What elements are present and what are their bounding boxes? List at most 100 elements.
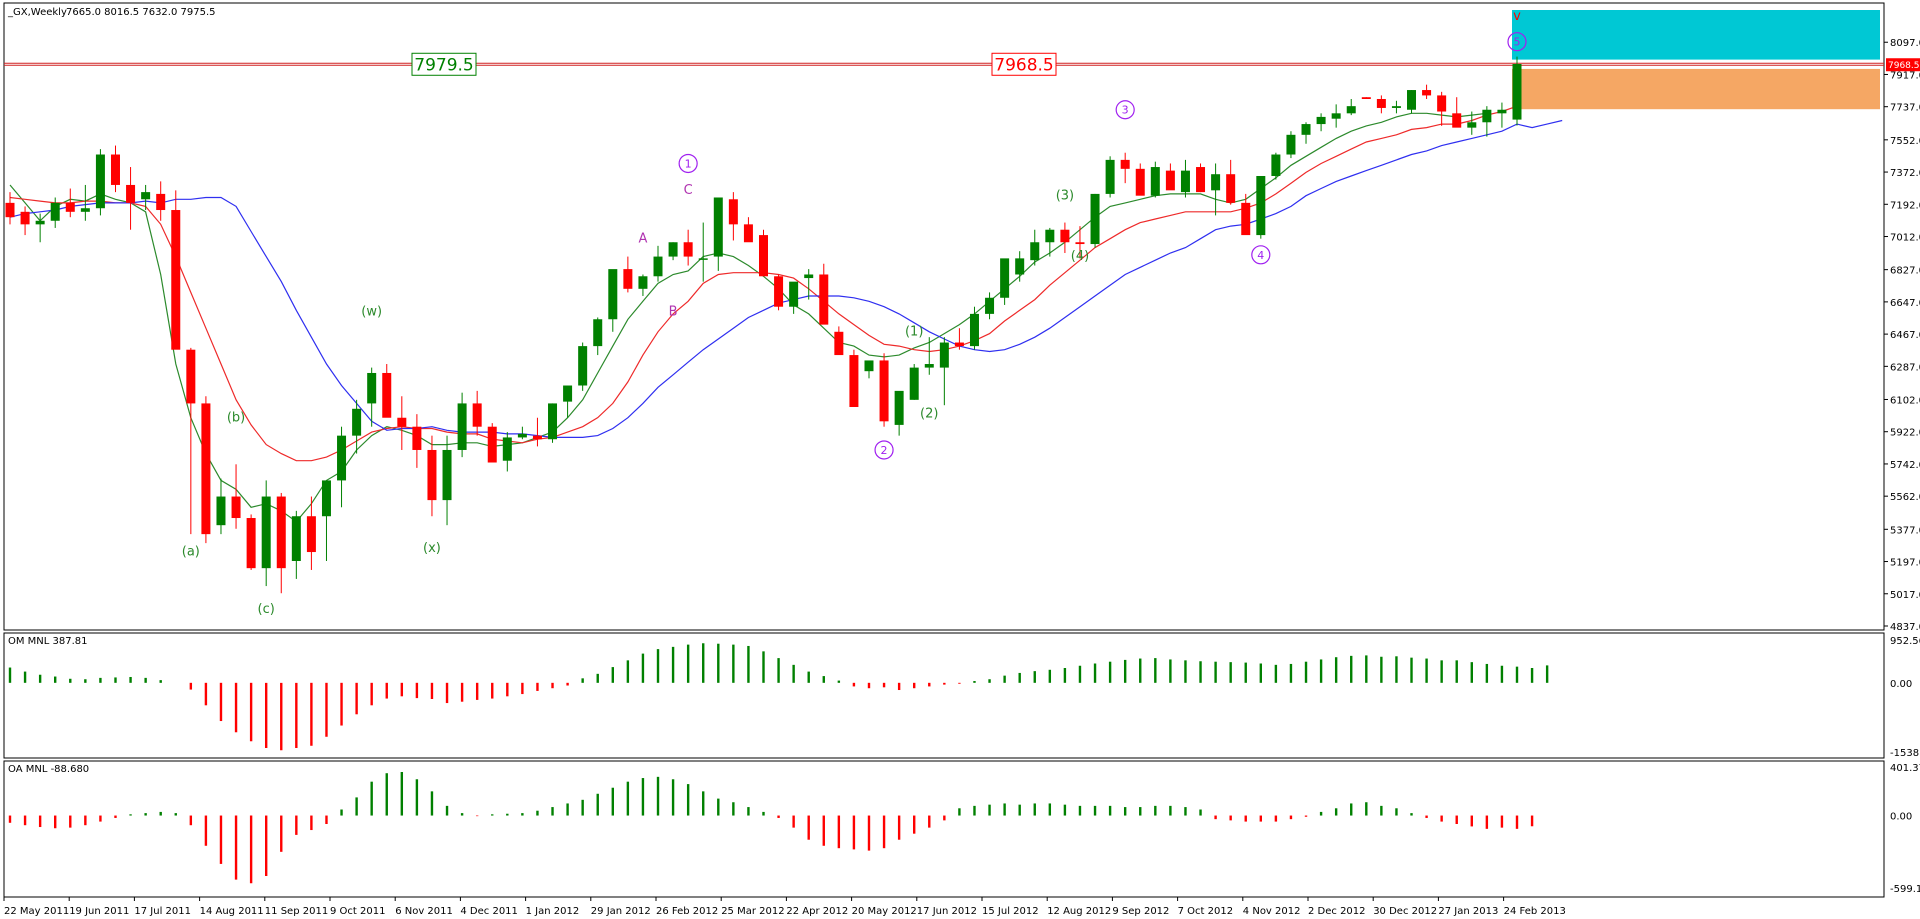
candle: [1482, 106, 1492, 137]
candle-body: [35, 220, 45, 225]
indicator-tick-label: 0.00: [1890, 679, 1912, 690]
candle: [65, 188, 75, 218]
candle: [50, 197, 60, 228]
candle-body: [50, 202, 60, 221]
current-price-tag-text: 7968.5: [1888, 61, 1920, 71]
wave-label: v: [1513, 9, 1521, 24]
time-tick-label: 12 Aug 2012: [1047, 906, 1111, 917]
wave-label: A: [638, 231, 647, 246]
wave-circle-number: 2: [881, 444, 888, 457]
wave-circle: [1507, 32, 1527, 52]
candle: [1331, 104, 1341, 128]
candle: [171, 190, 181, 350]
price-tick-label: 7372.0: [1890, 168, 1920, 179]
candle: [1120, 152, 1130, 184]
candle-body: [1060, 229, 1070, 243]
price-tick-label: 5742.0: [1890, 460, 1920, 471]
wave-circle: [1115, 100, 1135, 120]
candle-body: [1286, 134, 1296, 155]
candle: [472, 390, 482, 436]
candle: [261, 480, 271, 587]
cyan-zone: [1512, 10, 1880, 60]
candle-body: [532, 435, 542, 440]
candle-body: [713, 197, 723, 257]
candle-body: [638, 276, 648, 289]
wave-label: (2): [920, 407, 938, 422]
candle-body: [954, 342, 964, 347]
price-tick-label: 7192.0: [1890, 200, 1920, 211]
candle: [1150, 161, 1160, 198]
candle: [306, 496, 316, 570]
candle: [532, 417, 542, 447]
wave-circle-number: 3: [1122, 104, 1129, 117]
wave-label: (1): [905, 324, 923, 339]
candle: [985, 292, 995, 320]
time-tick-label: 30 Dec 2012: [1373, 906, 1437, 917]
candle: [427, 435, 437, 517]
candle: [849, 349, 859, 407]
price-tick-label: 5197.0: [1890, 558, 1920, 569]
wave-circle-number: 4: [1257, 249, 1264, 262]
zones-layer: [1512, 10, 1880, 110]
candle: [156, 181, 166, 221]
candle-body: [849, 355, 859, 407]
price-axis: 8097.0 7917.0 7737.0 7552.0 7372.0 7192.0 7012…: [1884, 38, 1920, 633]
time-axis: 22 May 2011 19 Jun 2011 17 Jul 2011 14 Aug …: [3, 897, 1566, 917]
candle: [1512, 56, 1522, 126]
candle: [1030, 229, 1040, 266]
time-tick-label: 9 Sep 2012: [1112, 906, 1169, 917]
candle: [1407, 90, 1417, 114]
candle: [924, 337, 934, 375]
time-tick-label: 22 May 2011: [4, 906, 69, 917]
candle-body: [1256, 175, 1266, 236]
candle-body: [457, 403, 467, 450]
indicator-tick-label: -1538.65: [1890, 748, 1920, 759]
candle: [1045, 227, 1055, 257]
indicator-tick-label: 952.56: [1890, 636, 1920, 647]
candle-body: [1015, 258, 1025, 275]
candles-layer: [5, 56, 1522, 594]
candle-body: [728, 199, 738, 225]
candle-body: [1422, 90, 1432, 96]
candle-body: [743, 224, 753, 243]
candle-body: [774, 276, 784, 307]
candle: [487, 423, 497, 463]
candle-body: [171, 210, 181, 350]
candle-body: [1301, 124, 1311, 135]
candle: [1437, 91, 1447, 126]
candle: [201, 396, 211, 544]
candle: [35, 213, 45, 243]
candle-body: [819, 274, 829, 325]
current-price-tag: 7968.5: [1886, 58, 1920, 72]
time-tick-label: 22 Apr 2012: [786, 906, 848, 917]
candle: [894, 390, 904, 436]
circled-wave-label: 3: [1115, 100, 1135, 120]
candle: [1060, 222, 1070, 253]
candle-body: [623, 269, 633, 289]
candle-body: [1241, 202, 1251, 236]
candle-body: [985, 297, 995, 314]
candle: [382, 364, 392, 418]
candle-body: [80, 208, 90, 212]
candle-body: [1226, 174, 1236, 203]
candle-body: [894, 390, 904, 425]
candle-body: [578, 346, 588, 386]
candle-body: [382, 372, 392, 418]
candle: [954, 328, 964, 350]
oa-pane-title: OA MNL -88.680: [8, 764, 89, 775]
time-tick-label: 1 Jan 2012: [526, 906, 580, 917]
wave-circle: [678, 153, 698, 174]
candle: [1346, 98, 1356, 116]
candle-body: [593, 319, 603, 347]
price-pane-frame: [3, 2, 1885, 631]
candle-body: [246, 518, 256, 569]
candle: [1226, 159, 1236, 205]
candle: [276, 492, 286, 594]
candle: [1105, 156, 1115, 198]
price-tick-label: 5562.0: [1890, 492, 1920, 503]
candle: [608, 269, 618, 332]
candle: [110, 145, 120, 193]
price-box-label-0: 7979.5: [414, 55, 473, 75]
candle-body: [337, 435, 347, 481]
